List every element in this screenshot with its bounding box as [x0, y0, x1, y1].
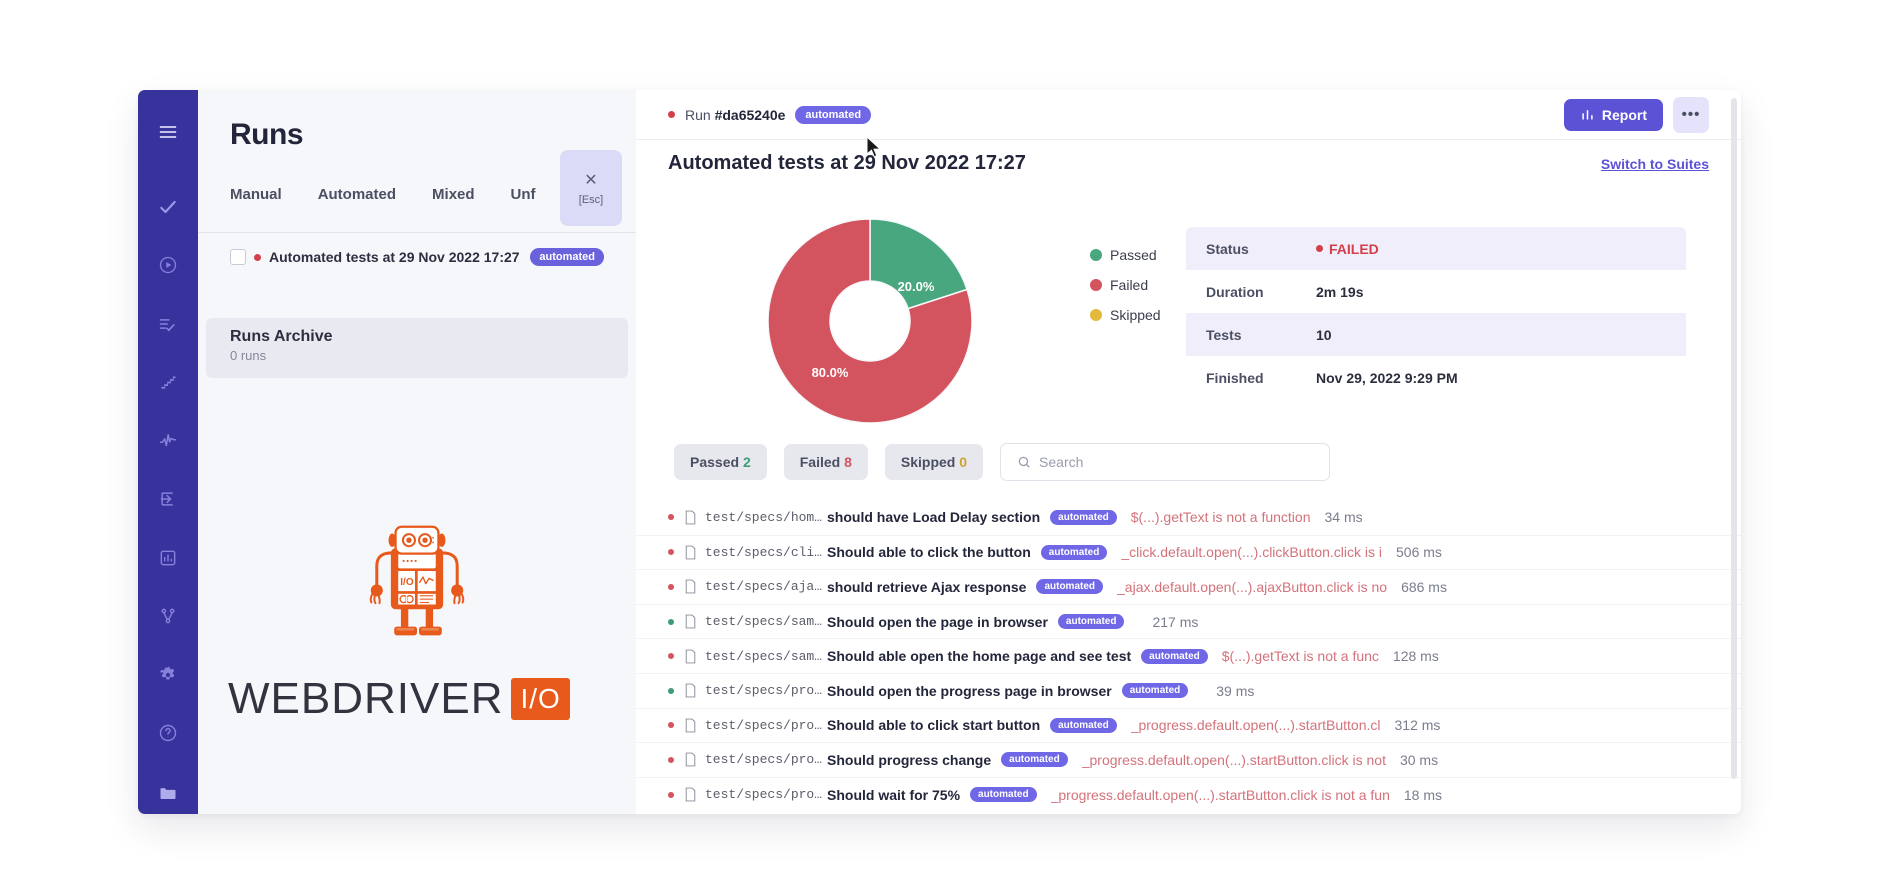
svg-text:I/O: I/O	[400, 577, 414, 588]
svg-text:80.0%: 80.0%	[812, 365, 849, 380]
svg-text:20.0%: 20.0%	[898, 279, 935, 294]
